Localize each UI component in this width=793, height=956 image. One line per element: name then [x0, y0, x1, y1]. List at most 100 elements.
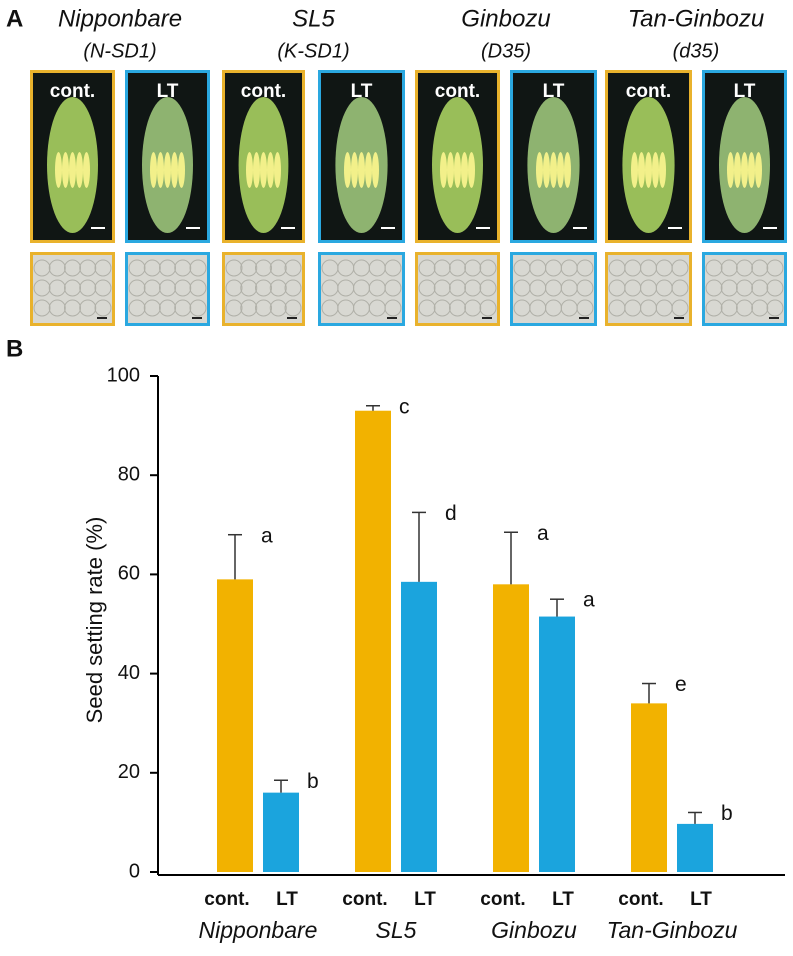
cell — [79, 299, 97, 317]
bar — [677, 823, 713, 872]
cell — [671, 259, 689, 277]
anther — [461, 152, 468, 188]
micrograph — [605, 252, 692, 326]
significance-letter: d — [445, 502, 457, 525]
panel-label: A — [6, 5, 23, 32]
cell — [284, 279, 302, 297]
cell — [255, 259, 272, 277]
cell — [464, 259, 482, 277]
cell — [174, 259, 192, 277]
x-tick-label: cont. — [342, 889, 387, 910]
y-axis-label: Seed setting rate (%) — [82, 517, 107, 724]
anther — [365, 152, 372, 188]
cell — [240, 259, 258, 277]
cell — [94, 299, 112, 317]
genotype-name: Nipponbare — [58, 5, 182, 32]
significance-letter: a — [537, 522, 549, 545]
y-tick-label: 100 — [107, 364, 140, 386]
cell — [269, 299, 287, 317]
cell — [671, 299, 689, 317]
significance-letter: c — [399, 395, 410, 418]
photo-label: LT — [351, 81, 373, 102]
cell — [576, 299, 594, 317]
bar — [539, 616, 575, 872]
anther — [83, 152, 90, 188]
cell — [240, 279, 258, 297]
cell — [705, 259, 723, 277]
cell — [418, 259, 436, 277]
significance-letter: e — [675, 673, 687, 696]
cell — [48, 299, 66, 317]
anther — [638, 152, 645, 188]
cell — [159, 279, 176, 297]
photo-label: LT — [543, 81, 565, 102]
x-tick-label: LT — [552, 889, 574, 910]
anther — [543, 152, 550, 188]
cell — [479, 259, 497, 277]
cell — [255, 279, 272, 297]
genotype-name: SL5 — [292, 5, 335, 32]
anther — [150, 152, 157, 188]
micrograph — [222, 252, 305, 326]
cell — [720, 279, 738, 297]
cell — [64, 279, 81, 297]
anther — [157, 152, 164, 188]
genotype-name: Tan-Ginbozu — [628, 5, 765, 32]
cell — [720, 299, 738, 317]
cell — [449, 299, 466, 317]
cell — [48, 279, 66, 297]
cell — [240, 299, 258, 317]
micrograph — [415, 252, 500, 326]
cell — [269, 279, 287, 297]
anther — [344, 152, 351, 188]
cell — [174, 299, 192, 317]
anther — [76, 152, 83, 188]
cell — [159, 299, 176, 317]
cell — [225, 299, 243, 317]
allele-name: (K-SD1) — [277, 40, 349, 62]
cell — [720, 259, 738, 277]
anther — [358, 152, 365, 188]
cell — [174, 279, 192, 297]
photo-label: cont. — [50, 81, 95, 102]
anther — [550, 152, 557, 188]
anther — [734, 152, 741, 188]
photo-label: cont. — [241, 81, 286, 102]
cell — [705, 299, 723, 317]
cell — [128, 279, 146, 297]
allele-name: (D35) — [481, 40, 531, 62]
cell — [464, 299, 482, 317]
cell — [94, 259, 112, 277]
cell — [671, 279, 689, 297]
cell — [269, 259, 287, 277]
anther — [253, 152, 260, 188]
cell — [284, 259, 302, 277]
cell — [79, 259, 97, 277]
anther — [564, 152, 571, 188]
anther — [645, 152, 652, 188]
cell — [751, 259, 769, 277]
photo-label: cont. — [435, 81, 480, 102]
cell — [143, 259, 161, 277]
cell — [433, 299, 451, 317]
x-tick-label: cont. — [480, 889, 525, 910]
micrograph — [318, 252, 405, 326]
bar — [493, 584, 529, 872]
cell — [449, 259, 466, 277]
anther — [557, 152, 564, 188]
anther — [62, 152, 69, 188]
cell — [48, 259, 66, 277]
cell — [64, 259, 81, 277]
y-tick-label: 40 — [118, 662, 140, 684]
cell — [751, 299, 769, 317]
cell — [433, 279, 451, 297]
micrograph — [702, 252, 787, 326]
cell — [766, 299, 784, 317]
cell — [189, 299, 207, 317]
cell — [418, 279, 436, 297]
cell — [33, 279, 51, 297]
cell — [384, 299, 402, 317]
x-tick-label: LT — [414, 889, 436, 910]
bar — [631, 703, 667, 872]
cell — [464, 279, 482, 297]
